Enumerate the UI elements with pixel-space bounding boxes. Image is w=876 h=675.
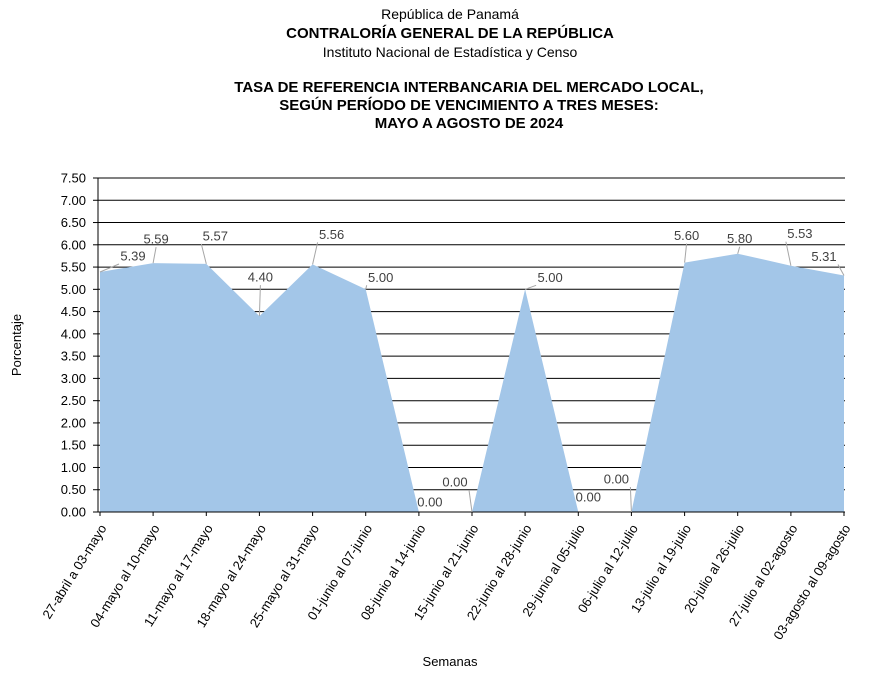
- data-label: 5.39: [120, 249, 145, 264]
- y-tick-label: 2.50: [61, 393, 86, 408]
- area-series: [100, 253, 844, 512]
- y-tick-label: 1.00: [61, 460, 86, 475]
- org-department-line: Instituto Nacional de Estadística y Cens…: [322, 44, 578, 60]
- org-institution-line: CONTRALORÍA GENERAL DE LA REPÚBLICA: [286, 25, 614, 42]
- data-label: 0.00: [417, 495, 442, 510]
- data-label-leader: [200, 243, 207, 265]
- y-tick-label: 7.00: [61, 193, 86, 208]
- data-label-leader: [365, 285, 368, 290]
- chart-title-line-2: SEGÚN PERÍODO DE VENCIMIENTO A TRES MESE…: [279, 97, 659, 114]
- y-tick-label: 6.50: [61, 215, 86, 230]
- data-label-leader: [524, 284, 537, 290]
- x-axis-title: Semanas: [422, 654, 478, 669]
- chart-title-line-1: TASA DE REFERENCIA INTERBANCARIA DEL MER…: [234, 79, 704, 96]
- y-tick-label: 4.00: [61, 326, 86, 341]
- data-label-leader: [258, 285, 261, 317]
- data-label: 0.00: [604, 472, 629, 487]
- y-tick-label: 0.50: [61, 482, 86, 497]
- y-tick-label: 0.00: [61, 505, 86, 520]
- y-tick-label: 6.00: [61, 237, 86, 252]
- y-tick-label: 3.00: [61, 371, 86, 386]
- y-tick-label: 7.50: [61, 171, 86, 186]
- chart-title-line-3: MAYO A AGOSTO DE 2024: [374, 115, 564, 132]
- data-label: 4.40: [248, 270, 273, 285]
- data-label-leader: [629, 486, 632, 513]
- data-label: 5.60: [674, 228, 699, 243]
- data-label-leader: [312, 242, 319, 265]
- data-label-leader: [99, 263, 120, 273]
- data-label: 5.57: [203, 228, 228, 243]
- org-header: República de Panamá CONTRALORÍA GENERAL …: [12, 5, 876, 62]
- data-label: 0.00: [442, 475, 467, 490]
- data-label-leader: [737, 246, 741, 254]
- y-tick-label: 3.50: [61, 349, 86, 364]
- org-country-line: República de Panamá: [381, 6, 519, 22]
- data-label-leader: [468, 489, 473, 513]
- y-tick-label: 2.00: [61, 415, 86, 430]
- data-label: 5.00: [537, 270, 562, 285]
- y-tick-label: 4.50: [61, 304, 86, 319]
- chart-title: TASA DE REFERENCIA INTERBANCARIA DEL MER…: [31, 79, 876, 133]
- data-label: 5.59: [143, 232, 168, 247]
- data-label: 5.31: [811, 249, 836, 264]
- data-label-leader: [684, 243, 688, 263]
- data-label: 5.80: [727, 231, 752, 246]
- data-label-leader: [152, 247, 157, 264]
- data-label-leader: [785, 241, 792, 266]
- y-tick-label: 1.50: [61, 438, 86, 453]
- data-label: 5.56: [319, 227, 344, 242]
- data-label: 5.53: [787, 226, 812, 241]
- y-tick-label: 5.00: [61, 282, 86, 297]
- data-label-leader: [837, 264, 845, 276]
- y-tick-label: 5.50: [61, 260, 86, 275]
- data-label: 5.00: [368, 270, 393, 285]
- data-label: 0.00: [576, 490, 601, 505]
